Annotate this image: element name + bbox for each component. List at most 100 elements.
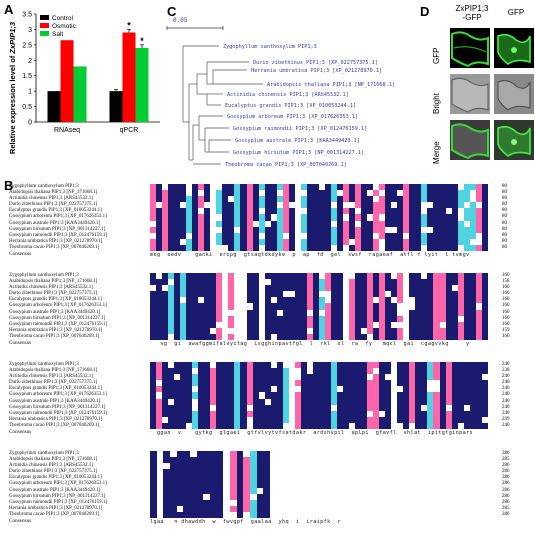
position-number: 240 bbox=[502, 398, 510, 404]
position-numbers: 80 80 80 80 80 80 80 80 80 80 80 bbox=[502, 184, 532, 251]
species-name: Gossypium australe PIP1;3 [KAA3449420.1] bbox=[9, 220, 101, 226]
species-name: Gossypium hirsutum PIP1;3 [NP_001314227.… bbox=[9, 493, 106, 499]
micrograph-gfp-merge bbox=[494, 120, 534, 160]
panel-d: D ZxPIP1;3 -GFP GFP GFP Bright Merge bbox=[420, 0, 535, 175]
species-name: Gossypium raimondii PIP1;3 [XP_012476159… bbox=[9, 410, 108, 416]
species-name: Durio zibethinus PIP1;3 [XP_022757375.1] bbox=[9, 291, 98, 297]
species-name: Gossypium australe PIP1;3 [KAA3449420.1] bbox=[9, 309, 101, 315]
y-axis-label: Relative expression level of ZxPIP1;3 bbox=[8, 21, 17, 154]
species-name: Gossypium hirsutum PIP1;3 [NP_001314227.… bbox=[9, 315, 106, 321]
species-name: Actinidia chinensis PIP1;3 [ARS45532.1] bbox=[9, 196, 93, 202]
position-number: 286 bbox=[502, 469, 510, 475]
species-name: Zygophyllum xanthoxylum PIP1;3 bbox=[9, 451, 79, 456]
position-numbers: 160 158 160 160 160 160 160 160 160 159 160 bbox=[502, 273, 532, 340]
species-name: Theobroma cacao PIP1;3 [XP_007040269.1] bbox=[9, 244, 100, 250]
y-tick-label: 0 bbox=[28, 120, 32, 127]
position-number: 80 bbox=[502, 190, 507, 196]
tree-leaf-labels: Zygophyllum xanthoxylum PIP1;3 Durio zibe… bbox=[223, 44, 395, 168]
species-name: Arabidopsis thaliana PIP1;3 [NP_171668.1… bbox=[9, 368, 98, 374]
position-number: 160 bbox=[502, 333, 510, 339]
bar bbox=[47, 91, 61, 122]
tree-leaf-label: Herrania umbratica PIP1;3 [XP_021278970.… bbox=[251, 68, 382, 74]
position-number: 240 bbox=[502, 380, 510, 386]
position-number: 285 bbox=[502, 505, 510, 511]
species-name: Theobroma cacao PIP1;3 [XP_007040269.1] bbox=[9, 511, 100, 517]
species-name: Gossypium arboreum PIP1;3 [XP_017626353.… bbox=[9, 214, 107, 220]
micrograph-gfp-gfp bbox=[494, 28, 534, 68]
species-name: Durio zibethinus PIP1;3 [XP_022757375.1] bbox=[9, 202, 98, 208]
species-name: Arabidopsis thaliana PIP1;3 [NP_171668.1… bbox=[9, 190, 98, 196]
species-name: Herrania umbratica PIP1;3 [XP_021278970.… bbox=[9, 416, 103, 422]
species-name: Gossypium hirsutum PIP1;3 [NP_001314227.… bbox=[9, 404, 106, 410]
legend-swatch bbox=[40, 31, 49, 36]
bar bbox=[60, 40, 74, 122]
position-number: 80 bbox=[502, 184, 507, 189]
position-number: 240 bbox=[502, 404, 510, 410]
tree-leaf-label: Theobroma cacao PIP1;3 [XP_007040269.1] bbox=[225, 162, 347, 168]
alignment-strip bbox=[150, 451, 270, 519]
species-names: Zygophyllum xanthoxylum PIP1;3 Arabidopsi… bbox=[9, 184, 149, 257]
position-number: 239 bbox=[502, 416, 510, 422]
expression-bar-chart: Relative expression level of ZxPIP1;3 0 0… bbox=[8, 12, 160, 154]
species-name: Eucalyptus grandis PIP1;3 [XP_010053244.… bbox=[9, 475, 102, 481]
alignment-strip bbox=[150, 273, 488, 341]
tree-leaf-label: Gossypium raimondii PIP1;3 [XP_012476159… bbox=[233, 126, 367, 132]
species-name: Zygophyllum xanthoxylum PIP1;3 bbox=[9, 362, 79, 367]
tree-leaf-label: Zygophyllum xanthoxylum PIP1;3 bbox=[223, 44, 317, 50]
species-name: Herrania umbratica PIP1;3 [XP_021278970.… bbox=[9, 238, 103, 244]
y-tick-label: 3.5 bbox=[22, 12, 32, 19]
species-name: Gossypium raimondii PIP1;3 [XP_012476159… bbox=[9, 321, 108, 327]
species-name: Actinidia chinensis PIP1;3 [ARS45532.1] bbox=[9, 374, 93, 380]
species-names: Zygophyllum xanthoxylum PIP1;3 Arabidopsi… bbox=[9, 451, 149, 524]
legend-swatch bbox=[40, 15, 49, 20]
legend-swatch bbox=[40, 23, 49, 28]
species-name: Gossypium arboreum PIP1;3 [XP_017626353.… bbox=[9, 392, 107, 398]
position-number: 160 bbox=[502, 315, 510, 321]
species-name: Zygophyllum xanthoxylum PIP1;3 bbox=[9, 273, 79, 278]
legend-entry: Control bbox=[52, 15, 74, 22]
phylogenetic-tree: 0.05 bbox=[166, 17, 395, 168]
species-name: Durio zibethinus PIP1;3 [XP_022757375.1] bbox=[9, 380, 98, 386]
position-number: 160 bbox=[502, 297, 510, 303]
row-label-gfp: GFP bbox=[432, 47, 441, 64]
row-label-merge: Merge bbox=[432, 141, 441, 164]
position-number: 80 bbox=[502, 238, 507, 244]
species-name: Gossypium raimondii PIP1;3 [XP_012476159… bbox=[9, 232, 108, 238]
species-name: Gossypium australe PIP1;3 [KAA3449420.1] bbox=[9, 398, 101, 404]
legend-entry: Salt bbox=[52, 31, 63, 38]
position-number: 286 bbox=[502, 511, 510, 517]
bar bbox=[73, 66, 87, 122]
y-tick-label: 1.5 bbox=[22, 73, 32, 80]
species-name: Arabidopsis thaliana PIP1;3 [NP_171668.1… bbox=[9, 457, 98, 463]
panel-letter-b: B bbox=[4, 178, 14, 193]
significance-mark: * bbox=[127, 20, 131, 30]
position-number: 286 bbox=[502, 481, 510, 487]
y-tick-label: 3 bbox=[28, 27, 32, 34]
col-label-zxpip13-gfp: ZxPIP1;3 -GFP bbox=[455, 4, 489, 22]
position-number: 286 bbox=[502, 487, 510, 493]
y-tick-label: 0.5 bbox=[22, 104, 32, 111]
species-name: Actinidia chinensis PIP1;3 [ARS45532.1] bbox=[9, 463, 93, 469]
species-name: Gossypium hirsutum PIP1;3 [NP_001314227.… bbox=[9, 226, 106, 232]
panel-c: C 0.05 bbox=[165, 0, 420, 175]
tree-leaf-label: Durio zibethinus PIP1;3 [XP_022757375.1] bbox=[253, 60, 378, 66]
species-name: Actinidia chinensis PIP1;3 [ARS45532.1] bbox=[9, 285, 93, 291]
alignment-strip bbox=[150, 362, 488, 430]
position-number: 286 bbox=[502, 475, 510, 481]
consensus-sequence: meg eedv ganki ercpg gtsaqtdkdyke p ap f… bbox=[150, 251, 470, 258]
micrograph-zx-gfp bbox=[450, 28, 490, 68]
y-tick-label: 2 bbox=[28, 58, 32, 65]
tree-leaf-label: Actinidia chinensis PIP1;3 [ARS45532.1] bbox=[227, 92, 349, 98]
position-number: 286 bbox=[502, 463, 510, 469]
position-number: 80 bbox=[502, 196, 507, 202]
position-number: 240 bbox=[502, 362, 510, 367]
position-number: 286 bbox=[502, 493, 510, 499]
panel-letter-c: C bbox=[167, 4, 177, 19]
position-number: 80 bbox=[502, 232, 507, 238]
species-name: Gossypium arboreum PIP1;3 [XP_017626353.… bbox=[9, 303, 107, 309]
panel-letter-d: D bbox=[420, 4, 430, 19]
position-number: 240 bbox=[502, 374, 510, 380]
species-name: Theobroma cacao PIP1;3 [XP_007040269.1] bbox=[9, 333, 100, 339]
position-number: 286 bbox=[502, 451, 510, 456]
position-number: 80 bbox=[502, 226, 507, 232]
